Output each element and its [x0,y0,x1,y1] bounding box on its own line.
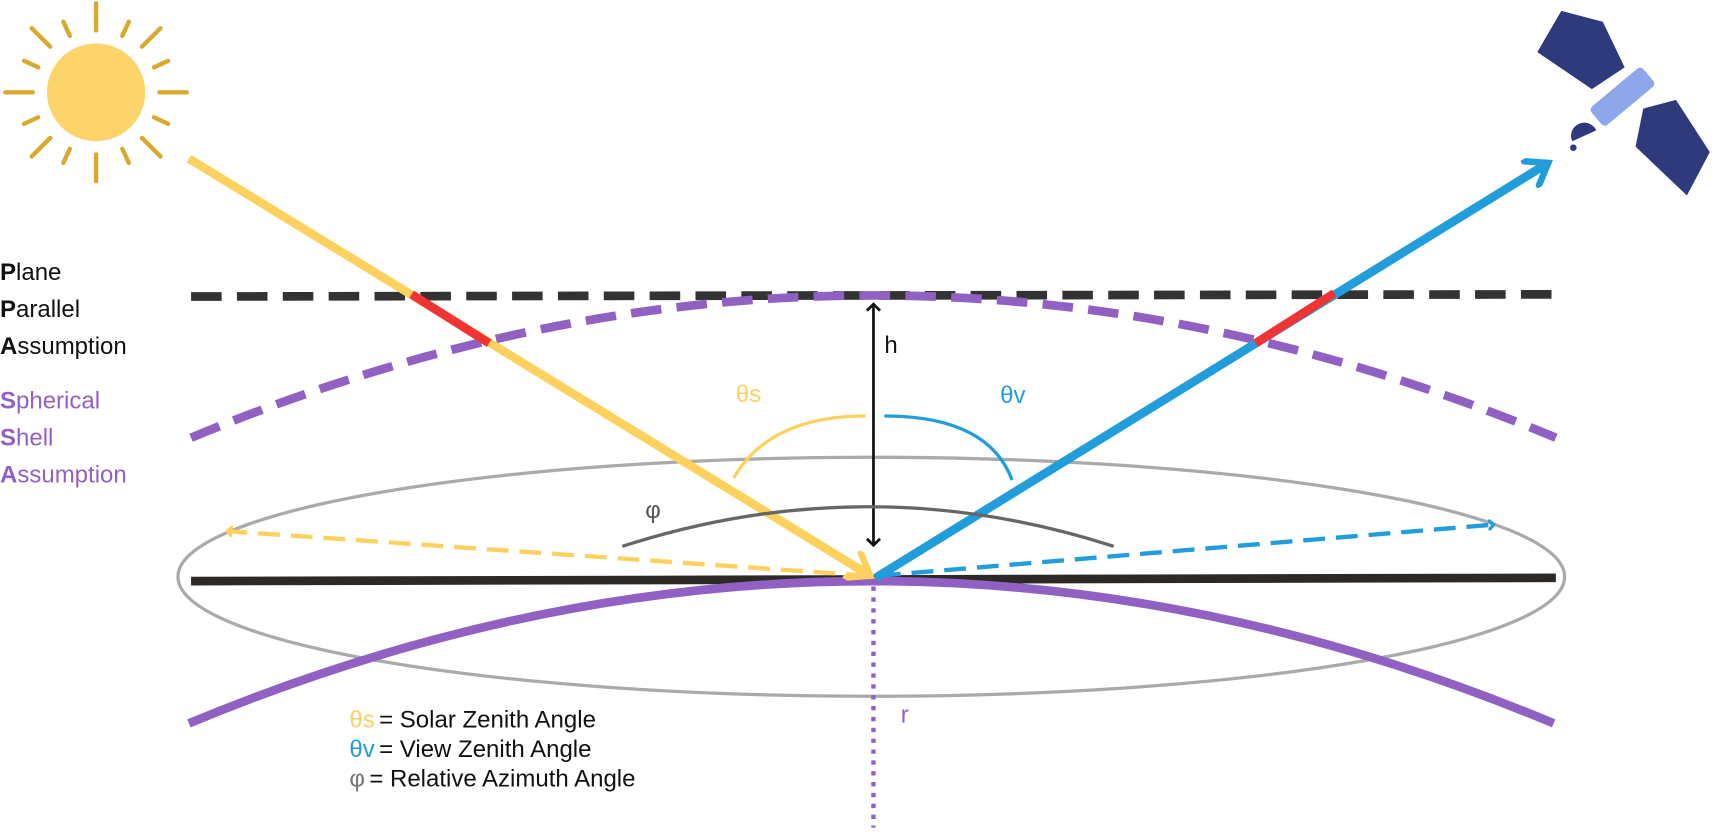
assumption-line: Assumption [0,333,127,360]
initial: S [0,387,16,414]
assumption-line: Shell [0,424,53,451]
rest: arallel [16,296,80,323]
satellite [1537,10,1710,196]
plane-path [1253,289,1337,347]
legend-entry: θv = View Zenith Angle [349,736,591,763]
legend-symbol: θs [349,707,374,734]
shell-layer [189,291,1558,442]
assumption-line: Assumption [0,461,127,488]
legend-symbol: θv [349,736,374,763]
earth-surface [187,576,1556,728]
solar-ray [186,154,870,576]
phi-label: φ [645,497,661,524]
initial: P [0,296,16,323]
assumption-line: Spherical [0,387,100,414]
plane-path [409,290,492,347]
solar-azimuth [227,531,869,578]
rest: lane [16,259,61,286]
initial: A [0,333,17,360]
sun [3,1,189,184]
theta-s-arc [732,414,866,479]
rest: ssumption [17,333,126,360]
initial: S [0,424,16,451]
view-azimuth [878,525,1494,578]
initial: A [0,461,17,488]
legend-entry: φ = Relative Azimuth Angle [349,765,635,792]
view-ray [873,163,1549,582]
rest: ssumption [17,461,126,488]
phi-arc [621,505,1115,548]
rest: hell [16,424,53,451]
legend-entry: θs = Solar Zenith Angle [349,707,596,734]
theta-s-label: θs [736,381,761,408]
r-label: r [901,701,909,728]
assumption-line: Parallel [0,296,80,323]
h-label: h [884,332,897,359]
theta-v-label: θv [1000,382,1025,409]
rest: pherical [16,387,100,414]
assumption-line: Plane [0,259,61,286]
theta-v-arc [884,414,1014,481]
legend-symbol: φ [349,765,365,792]
legend-text: = View Zenith Angle [379,736,591,763]
legend-text: = Relative Azimuth Angle [369,765,635,792]
initial: P [0,259,16,286]
legend-text: = Solar Zenith Angle [379,707,596,734]
